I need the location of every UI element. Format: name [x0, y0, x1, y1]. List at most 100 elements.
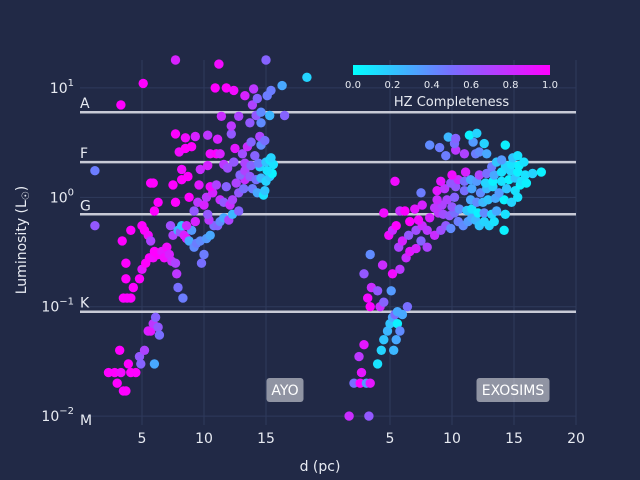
data-point: [149, 359, 160, 369]
data-point: [203, 130, 213, 140]
data-point: [372, 359, 383, 369]
data-point: [365, 249, 375, 260]
data-point: [112, 378, 122, 388]
data-point: [521, 178, 532, 188]
x-tick-label: 15: [257, 431, 275, 447]
data-point: [246, 160, 256, 171]
data-point: [446, 223, 456, 234]
data-point: [90, 221, 100, 231]
data-point: [178, 293, 188, 303]
data-point: [472, 128, 482, 138]
data-point: [239, 184, 249, 194]
data-point: [489, 216, 499, 227]
y-tick-label: 100: [50, 187, 74, 206]
data-point: [199, 200, 209, 210]
data-point: [403, 230, 414, 240]
data-point: [443, 132, 453, 142]
data-point: [405, 216, 415, 227]
data-point: [216, 111, 227, 122]
data-point: [121, 274, 131, 284]
data-point: [432, 186, 442, 196]
data-point: [422, 225, 432, 235]
data-point: [356, 367, 367, 378]
x-tick-label: 20: [567, 431, 585, 447]
data-point: [359, 269, 369, 279]
data-point: [181, 221, 192, 231]
data-point: [260, 186, 270, 196]
data-point: [210, 83, 220, 93]
data-point: [397, 236, 408, 246]
data-point: [474, 170, 484, 180]
svg-text:EXOSIMS: EXOSIMS: [482, 383, 545, 399]
data-point: [513, 151, 523, 161]
x-tick-label: 10: [195, 431, 213, 447]
data-point: [203, 209, 213, 219]
data-point: [479, 208, 489, 218]
data-point: [245, 118, 255, 128]
data-point: [387, 269, 398, 279]
colorbar-tick-label: 0.4: [424, 80, 440, 91]
data-point: [391, 221, 401, 231]
data-point: [302, 72, 312, 83]
data-point: [139, 345, 150, 355]
data-point: [468, 137, 478, 147]
data-point: [397, 309, 408, 320]
data-point: [196, 258, 207, 268]
data-point: [391, 335, 401, 345]
data-point: [402, 302, 413, 312]
colorbar-tick-label: 0.6: [463, 80, 479, 91]
data-point: [416, 236, 426, 246]
data-point: [190, 131, 200, 142]
data-point: [190, 216, 200, 227]
colorbar-gradient: [353, 65, 550, 75]
x-tick-label: 15: [505, 431, 523, 447]
data-point: [483, 195, 493, 205]
data-point: [265, 110, 275, 121]
data-point: [422, 242, 432, 252]
data-point: [425, 140, 435, 150]
data-point: [117, 236, 127, 246]
data-point: [126, 225, 136, 235]
x-axis-title: d (pc): [300, 459, 341, 475]
data-point: [442, 195, 452, 205]
data-point: [226, 121, 236, 131]
data-point: [134, 351, 145, 362]
data-point: [460, 167, 471, 177]
x-tick-label: 10: [443, 431, 461, 447]
data-point: [177, 164, 187, 175]
data-point: [123, 359, 134, 369]
spectral-type-M: M: [80, 413, 92, 429]
data-point: [195, 164, 205, 175]
data-point: [253, 158, 264, 168]
data-point: [180, 133, 191, 143]
data-point: [482, 168, 492, 179]
data-point: [395, 264, 405, 274]
data-point: [400, 206, 410, 216]
data-point: [128, 282, 138, 293]
data-point: [153, 322, 163, 332]
data-point: [496, 155, 507, 165]
data-point: [500, 209, 510, 219]
data-point: [527, 168, 538, 179]
data-point: [262, 166, 272, 176]
data-point: [364, 411, 374, 421]
colorbar-tick-label: 0.2: [384, 80, 400, 91]
data-point: [379, 297, 389, 307]
data-point: [261, 55, 271, 65]
data-point: [116, 100, 126, 110]
data-point: [205, 230, 215, 240]
data-point: [441, 151, 451, 161]
data-point: [446, 178, 456, 188]
data-point: [134, 274, 145, 284]
spectral-type-K: K: [80, 296, 90, 312]
data-point: [499, 225, 509, 235]
data-point: [234, 206, 244, 216]
data-point: [189, 206, 199, 216]
data-point: [136, 359, 146, 369]
data-point: [279, 110, 290, 121]
data-point: [496, 176, 507, 186]
data-point: [222, 163, 233, 173]
data-point: [116, 367, 126, 378]
data-points: [90, 55, 546, 421]
panel-label-exosims: EXOSIMS: [476, 378, 550, 402]
